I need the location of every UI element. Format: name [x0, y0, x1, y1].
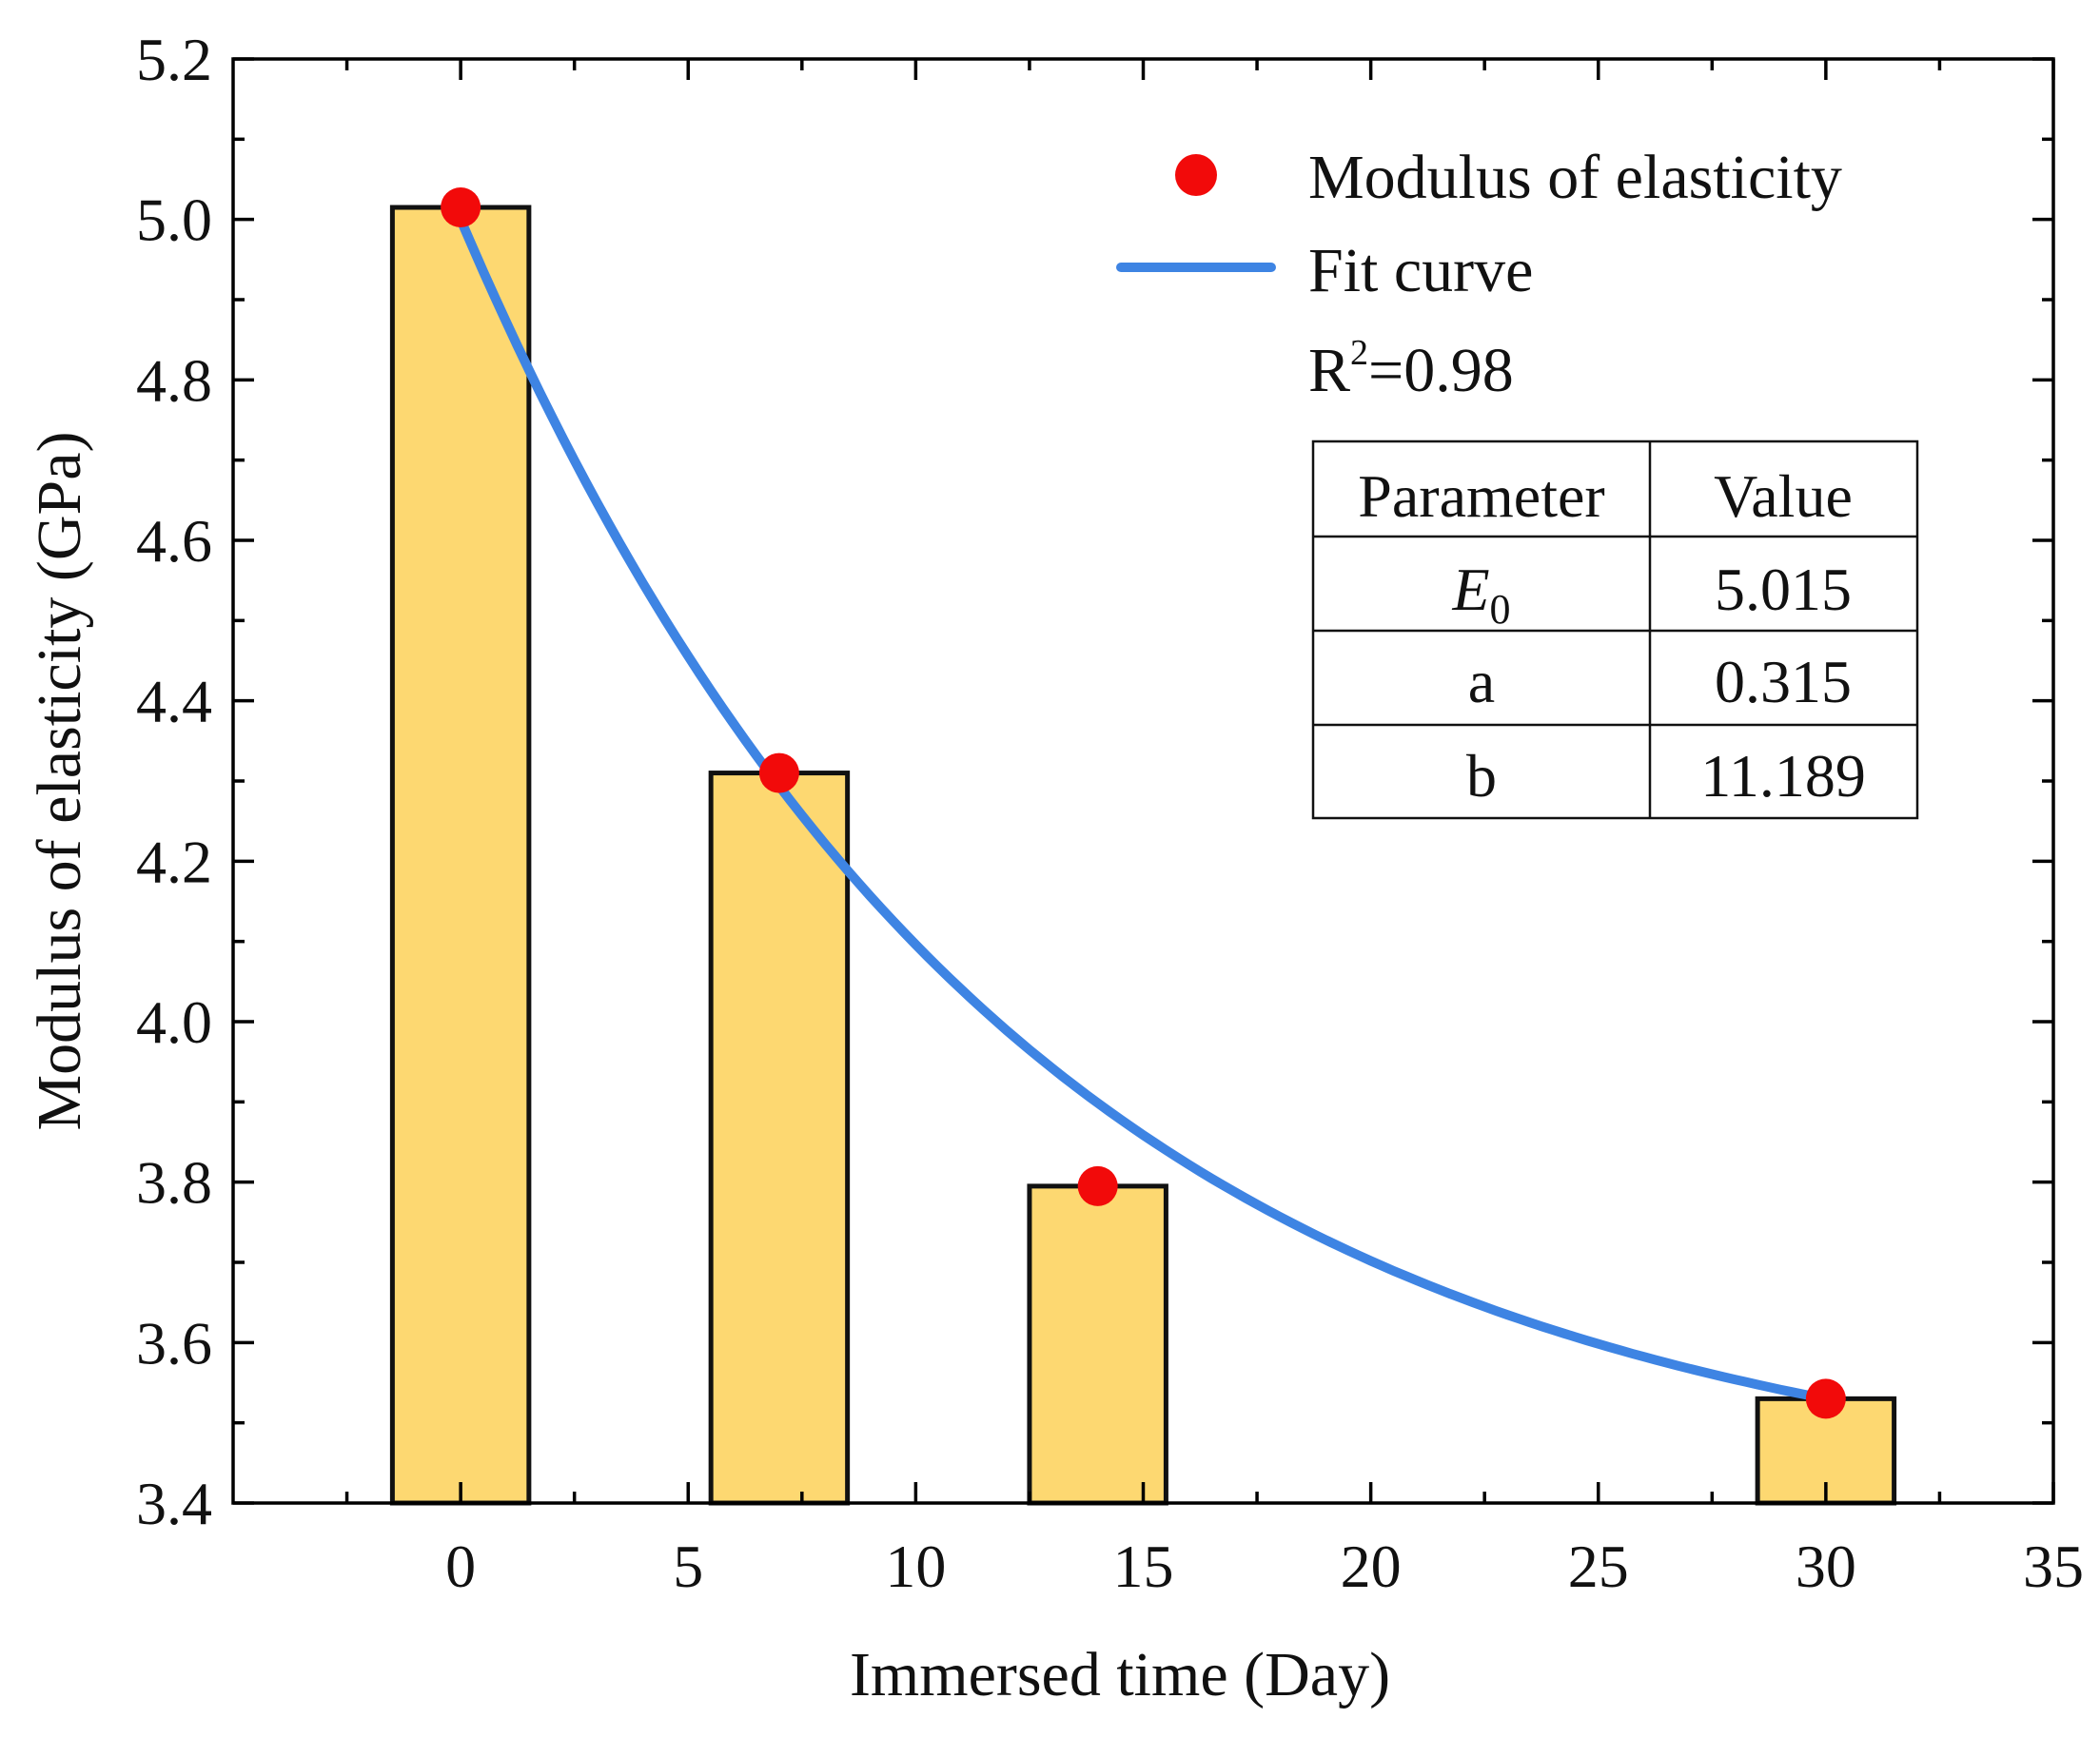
table-cell-value: 11.189 [1700, 742, 1866, 810]
y-tick-label: 5.2 [136, 26, 212, 93]
fit-curve-line [456, 214, 1831, 1404]
x-tick-label: 20 [1341, 1533, 1402, 1600]
y-tick-label: 4.2 [136, 828, 212, 895]
data-point [1077, 1165, 1118, 1206]
y-tick-label: 4.8 [136, 346, 212, 414]
table-cell-param: b [1466, 742, 1497, 810]
legend-label-points: Modulus of elasticity [1308, 143, 1842, 212]
x-tick-label: 25 [1568, 1533, 1629, 1600]
legend-marker-points [1175, 154, 1217, 196]
table-header-parameter: Parameter [1358, 462, 1604, 530]
x-tick-label: 5 [673, 1533, 703, 1600]
table-header-value: Value [1714, 462, 1853, 530]
bars-group [389, 205, 1897, 1506]
points-group [441, 187, 1846, 1419]
bar [389, 205, 532, 1506]
data-point [758, 752, 799, 793]
x-tick-label: 35 [2023, 1533, 2084, 1600]
y-tick-label: 4.4 [136, 668, 212, 735]
r-squared-value: =0.98 [1368, 336, 1514, 405]
legend: Modulus of elasticity Fit curve R2=0.98 [1116, 143, 1842, 405]
param-e-sub: 0 [1490, 586, 1511, 633]
y-axis-title: Modulus of elasticity (GPa) [25, 431, 94, 1130]
param-e: E [1451, 556, 1489, 623]
r-squared-sup: 2 [1350, 333, 1368, 373]
x-tick-label: 30 [1796, 1533, 1856, 1600]
bar [1027, 1183, 1168, 1506]
r-squared-r: R [1308, 336, 1350, 405]
x-axis-title: Immersed time (Day) [850, 1640, 1390, 1709]
table-cell-value: 5.015 [1715, 556, 1852, 623]
legend-label-fit: Fit curve [1308, 236, 1533, 305]
x-tick-label: 0 [445, 1533, 476, 1600]
bar [708, 771, 851, 1506]
y-tick-label: 3.4 [136, 1470, 212, 1537]
y-tick-label: 4.0 [136, 988, 212, 1056]
y-axis: 3.4 3.6 3.8 4.0 4.2 4.4 4.6 4.8 5.0 5.2 [136, 26, 2053, 1537]
x-axis: 0 5 10 15 20 25 30 35 [344, 59, 2084, 1600]
y-tick-label: 4.6 [136, 507, 212, 575]
table-cell-param: a [1468, 648, 1495, 715]
data-point [1805, 1378, 1846, 1419]
table-cell-param: E0 [1451, 556, 1510, 633]
x-tick-label: 15 [1113, 1533, 1174, 1600]
r-squared-label: R2=0.98 [1308, 333, 1514, 405]
parameter-table: Parameter Value E0 5.015 a 0.315 b 11.18… [1311, 439, 1919, 820]
y-tick-label: 3.8 [136, 1149, 212, 1217]
table-cell-value: 0.315 [1715, 648, 1852, 715]
y-tick-label: 5.0 [136, 186, 212, 254]
y-tick-label: 3.6 [136, 1309, 212, 1377]
data-point [441, 187, 481, 228]
x-tick-label: 10 [885, 1533, 946, 1600]
